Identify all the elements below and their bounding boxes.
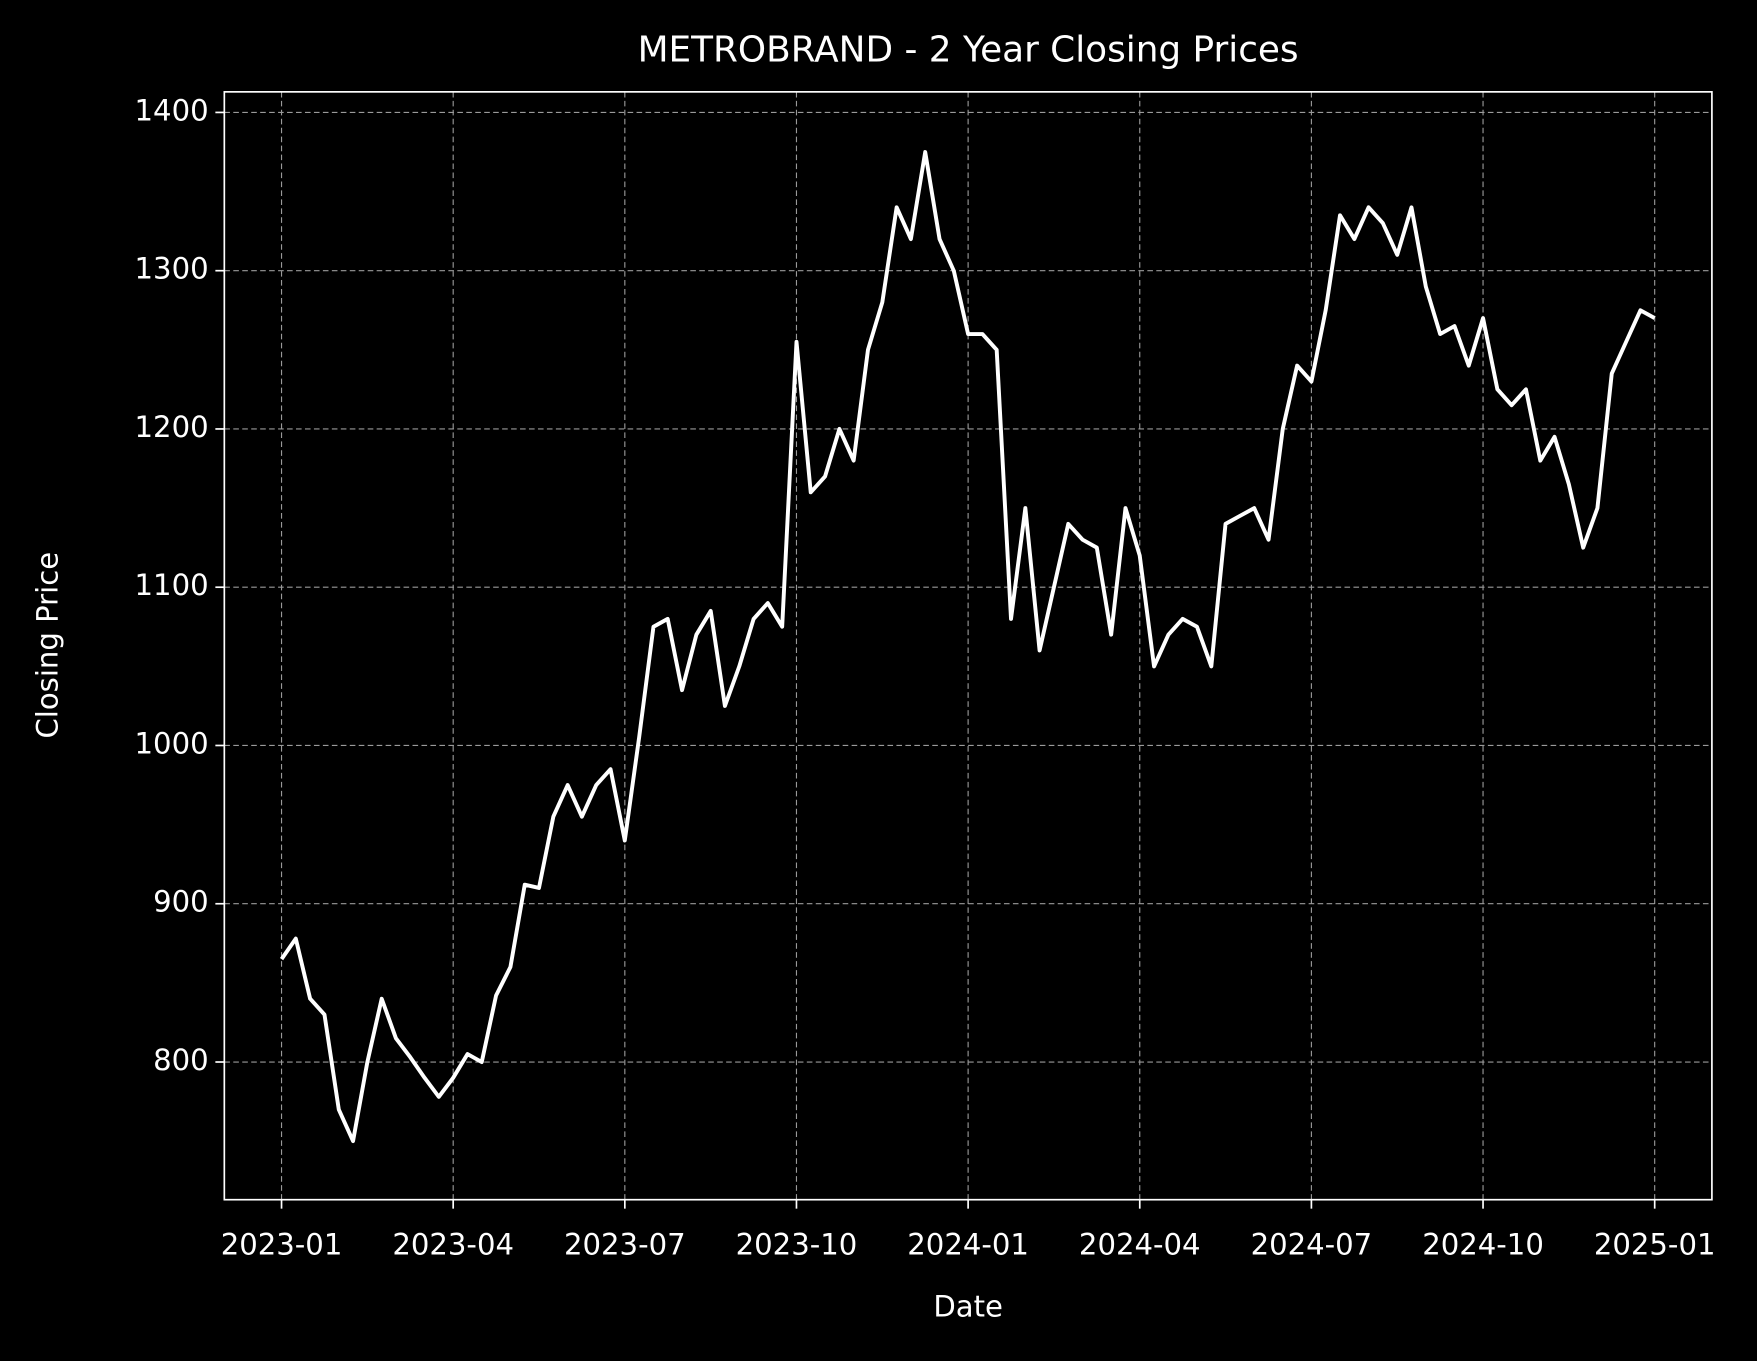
price-line: [279, 150, 1656, 1144]
y-tick-label: 800: [153, 1043, 209, 1077]
y-tick-label: 1100: [135, 568, 209, 602]
x-axis-label: Date: [933, 1289, 1003, 1323]
y-tick-label: 1200: [135, 410, 209, 444]
y-tick-label: 900: [153, 885, 209, 919]
x-tick-label: 2024-01: [907, 1228, 1029, 1262]
x-tick-label: 2025-01: [1594, 1228, 1716, 1262]
x-tick-label: 2023-07: [564, 1228, 686, 1262]
x-tick-label: 2023-04: [392, 1228, 514, 1262]
y-tick-label: 1300: [135, 252, 209, 286]
chart-title: METROBRAND - 2 Year Closing Prices: [638, 30, 1299, 71]
x-tick-label: 2024-04: [1079, 1228, 1201, 1262]
y-tick-label: 1400: [135, 93, 209, 127]
x-tick-label: 2024-10: [1422, 1228, 1544, 1262]
y-axis-label: Closing Price: [31, 552, 65, 739]
x-tick-label: 2024-07: [1251, 1228, 1373, 1262]
plot-frame: [223, 91, 1713, 1201]
x-tick-label: 2023-01: [221, 1228, 343, 1262]
x-tick-label: 2023-10: [736, 1228, 858, 1262]
y-tick-label: 1000: [135, 726, 209, 760]
